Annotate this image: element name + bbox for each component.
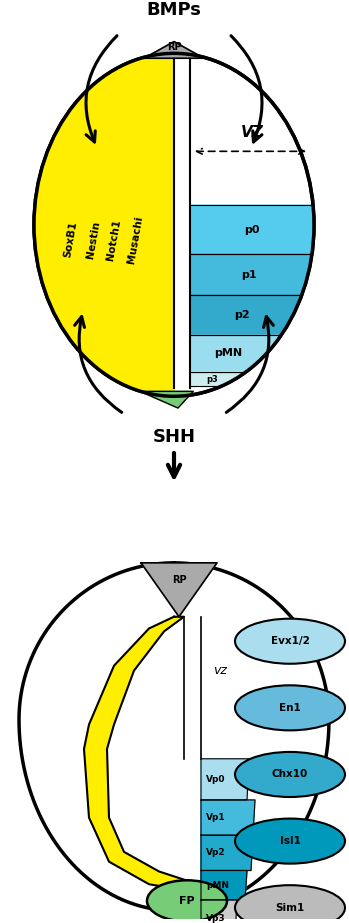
- Text: Vp3: Vp3: [206, 914, 225, 923]
- Text: Vp1: Vp1: [206, 813, 225, 822]
- Text: Notch1: Notch1: [105, 218, 122, 261]
- Text: p1: p1: [241, 270, 257, 280]
- Text: En1: En1: [279, 702, 301, 713]
- Polygon shape: [201, 759, 249, 800]
- Polygon shape: [190, 294, 302, 335]
- Polygon shape: [201, 800, 255, 835]
- Ellipse shape: [34, 54, 314, 396]
- Text: p2: p2: [234, 310, 249, 320]
- Ellipse shape: [235, 685, 345, 730]
- Polygon shape: [190, 372, 246, 387]
- Text: Nestin: Nestin: [85, 220, 101, 259]
- Ellipse shape: [235, 618, 345, 664]
- Polygon shape: [174, 58, 190, 389]
- Text: BMPs: BMPs: [147, 1, 201, 19]
- Ellipse shape: [147, 881, 227, 921]
- Polygon shape: [190, 205, 314, 254]
- Polygon shape: [190, 335, 281, 372]
- Text: pMN: pMN: [214, 348, 242, 358]
- Text: Evx1/2: Evx1/2: [270, 636, 310, 646]
- Text: Isl1: Isl1: [280, 836, 300, 846]
- Text: VZ: VZ: [240, 125, 263, 139]
- Polygon shape: [19, 563, 329, 911]
- Polygon shape: [201, 870, 247, 900]
- Ellipse shape: [235, 819, 345, 864]
- Polygon shape: [84, 617, 189, 891]
- Polygon shape: [144, 42, 204, 58]
- Text: vz: vz: [213, 665, 227, 677]
- Text: SHH: SHH: [153, 427, 195, 446]
- Polygon shape: [34, 54, 174, 396]
- Text: FP: FP: [179, 896, 195, 905]
- Text: RP: RP: [167, 42, 181, 53]
- Text: RP: RP: [172, 575, 186, 585]
- Text: p0: p0: [244, 224, 260, 234]
- Ellipse shape: [235, 752, 345, 797]
- Polygon shape: [184, 617, 201, 759]
- Text: Musachi: Musachi: [126, 215, 144, 264]
- Polygon shape: [190, 254, 312, 294]
- Text: Vp0: Vp0: [206, 775, 225, 784]
- Text: pMN: pMN: [206, 881, 229, 890]
- Text: Sim1: Sim1: [275, 903, 305, 913]
- Text: p3: p3: [207, 375, 218, 384]
- Polygon shape: [201, 835, 253, 870]
- Text: Vp0: Vp0: [254, 774, 273, 785]
- Polygon shape: [201, 900, 237, 923]
- Polygon shape: [141, 563, 217, 617]
- Polygon shape: [140, 391, 193, 408]
- Text: SoxB1: SoxB1: [62, 221, 78, 258]
- Text: Chx10: Chx10: [272, 770, 308, 779]
- Ellipse shape: [235, 885, 345, 923]
- Text: Vp2: Vp2: [206, 848, 225, 857]
